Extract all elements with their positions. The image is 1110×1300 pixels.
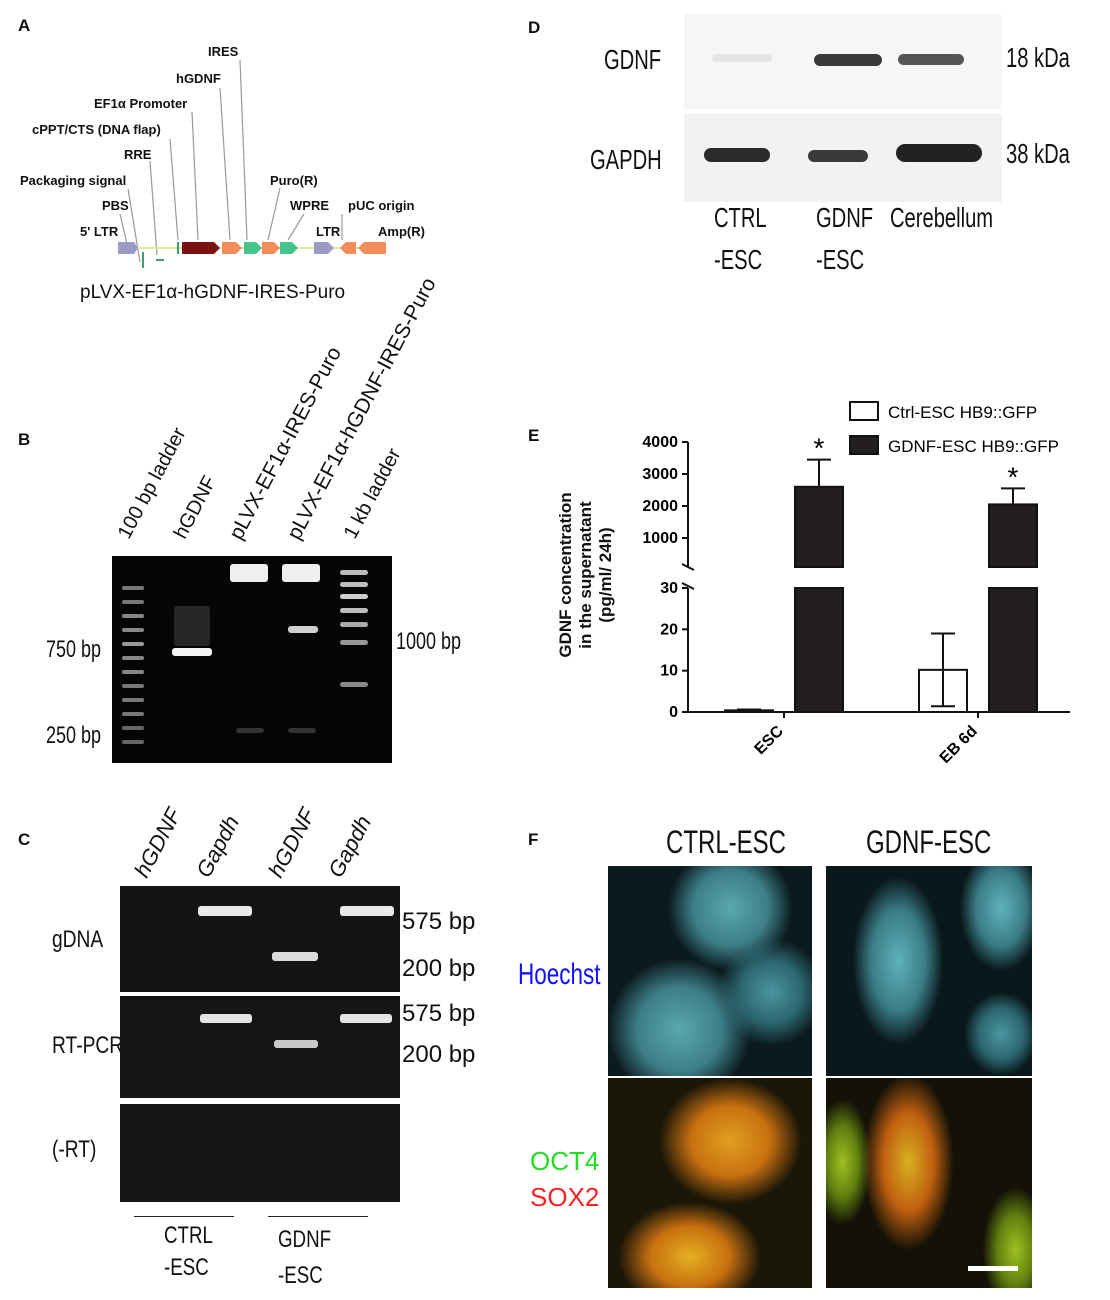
y-tick-label-upper-0: 1000 xyxy=(642,530,678,547)
gel-c-gdna xyxy=(120,886,400,992)
significance-star-0: * xyxy=(814,433,825,464)
panel-label-d: D xyxy=(528,18,541,37)
stain-label-oct4: OCT4 xyxy=(530,1146,600,1176)
panel-label-e: E xyxy=(528,426,540,445)
image-ctrl-hoechst xyxy=(608,866,812,1076)
blot-gdnf-strip xyxy=(684,14,1002,110)
kda-18: 18 kDa xyxy=(1006,42,1070,73)
size-575-rtpcr: 575 bp xyxy=(402,1000,476,1027)
marker-1000bp: 1000 bp xyxy=(396,628,462,655)
group-label-ctrl-1: CTRL xyxy=(164,1222,213,1249)
bar-1-1-lower xyxy=(988,587,1038,713)
y-tick-label-lower-2: 20 xyxy=(660,621,678,638)
column-label-gdnf-esc: GDNF-ESC xyxy=(866,824,992,860)
bar-1-0-lower xyxy=(794,587,844,713)
size-200-rtpcr: 200 bp xyxy=(402,1041,476,1068)
size-575-gdna: 575 bp xyxy=(402,908,476,935)
scale-bar xyxy=(968,1266,1018,1271)
feature-label-5ltr: 5' LTR xyxy=(80,224,119,239)
row-label-gdna: gDNA xyxy=(52,926,104,953)
blot-lane-ctrl-2: -ESC xyxy=(714,244,763,275)
legend-swatch-1 xyxy=(849,435,879,455)
panel-label-a: A xyxy=(18,16,31,35)
feature-label-ires: IRES xyxy=(208,44,239,59)
lane-label-1kb-ladder: 1 kb ladder xyxy=(339,444,406,543)
feature-label-ltr: LTR xyxy=(316,224,341,239)
legend-label-1: GDNF-ESC HB9::GFP xyxy=(888,437,1059,456)
panel-label-f: F xyxy=(528,830,539,849)
marker-750bp: 750 bp xyxy=(46,636,102,663)
lane-label-c-hgdnf-2: hGDNF xyxy=(263,803,321,882)
gel-c-minus-rt xyxy=(120,1104,400,1202)
feature-label-puro: Puro(R) xyxy=(270,173,318,188)
blot-lane-ctrl-1: CTRL xyxy=(714,202,767,233)
group-label-gdnf-2: -ESC xyxy=(278,1262,323,1289)
panel-label-c: C xyxy=(18,830,31,849)
stain-label-sox2: SOX2 xyxy=(530,1182,600,1212)
feature-label-ef1a: EF1α Promoter xyxy=(94,96,188,111)
feature-label-rre: RRE xyxy=(124,147,152,162)
group-line-gdnf xyxy=(268,1216,368,1217)
significance-star-1: * xyxy=(1008,461,1019,492)
blot-lane-gdnf-2: -ESC xyxy=(816,244,865,275)
lane-label-empty-vector: pLVX-EF1α-IRES-Puro xyxy=(224,343,346,544)
column-label-ctrl-esc: CTRL-ESC xyxy=(666,824,787,860)
y-tick-label-upper-3: 4000 xyxy=(642,434,678,451)
feature-label-amp: Amp(R) xyxy=(378,224,425,239)
bar-chart: 0 10 20 30 1000 2000 3000 4000 * ESC * EB 6d Ctrl-ES… xyxy=(642,401,1070,767)
x-tick-label-1: EB 6d xyxy=(937,723,981,767)
group-label-ctrl-2: -ESC xyxy=(164,1254,209,1281)
lane-label-hgdnf: hGDNF xyxy=(169,472,221,543)
size-200-gdna: 200 bp xyxy=(402,955,476,982)
plasmid-name: pLVX-EF1α-hGDNF-IRES-Puro xyxy=(80,282,346,303)
gel-b-image xyxy=(112,556,392,763)
legend-label-0: Ctrl-ESC HB9::GFP xyxy=(888,403,1037,422)
y-tick-label-lower-3: 30 xyxy=(660,580,678,597)
feature-label-packaging: Packaging signal xyxy=(20,173,127,188)
group-label-gdnf-1: GDNF xyxy=(278,1226,332,1253)
panel-label-b: B xyxy=(18,430,31,449)
legend-swatch-0 xyxy=(849,401,879,421)
y-tick-label-lower-1: 10 xyxy=(660,663,678,680)
image-gdnf-hoechst xyxy=(826,866,1032,1076)
bar-1-0-upper xyxy=(794,485,844,568)
feature-label-pbs: PBS xyxy=(102,198,129,213)
image-gdnf-oct4-sox2 xyxy=(826,1078,1032,1288)
blot-lane-cerebellum: Cerebellum xyxy=(890,202,994,233)
gel-c-rtpcr xyxy=(120,996,400,1098)
blot-row-gapdh: GAPDH xyxy=(590,144,662,175)
feature-label-cppt: cPPT/CTS (DNA flap) xyxy=(32,122,161,137)
bar-1-1-upper xyxy=(988,503,1038,568)
image-ctrl-oct4-sox2 xyxy=(608,1078,812,1288)
y-tick-label-lower-0: 0 xyxy=(669,704,678,721)
kda-38: 38 kDa xyxy=(1006,138,1070,169)
x-tick-label-0: ESC xyxy=(752,722,788,758)
blot-lane-gdnf-1: GDNF xyxy=(816,202,874,233)
group-line-ctrl xyxy=(134,1216,234,1217)
blot-row-gdnf: GDNF xyxy=(604,44,662,75)
axis-break-mark-2 xyxy=(681,582,695,590)
y-tick-label-upper-2: 3000 xyxy=(642,466,678,483)
feature-label-hgdnf: hGDNF xyxy=(176,71,221,86)
axis-break-mark-1 xyxy=(681,563,695,571)
row-label-minus-rt: (-RT) xyxy=(52,1136,97,1163)
plasmid-map xyxy=(118,59,386,268)
lane-label-c-gapdh-2: Gapdh xyxy=(323,811,377,882)
stain-label-hoechst: Hoechst xyxy=(518,958,601,991)
marker-250bp: 250 bp xyxy=(46,722,102,749)
y-tick-label-upper-1: 2000 xyxy=(642,498,678,515)
feature-label-puc: pUC origin xyxy=(348,198,415,213)
feature-label-wpre: WPRE xyxy=(290,198,329,213)
lane-label-c-hgdnf-1: hGDNF xyxy=(129,803,187,882)
blot-gapdh-strip xyxy=(684,114,1002,202)
row-label-rtpcr: RT-PCR xyxy=(52,1032,124,1059)
lane-label-c-gapdh-1: Gapdh xyxy=(191,811,245,882)
